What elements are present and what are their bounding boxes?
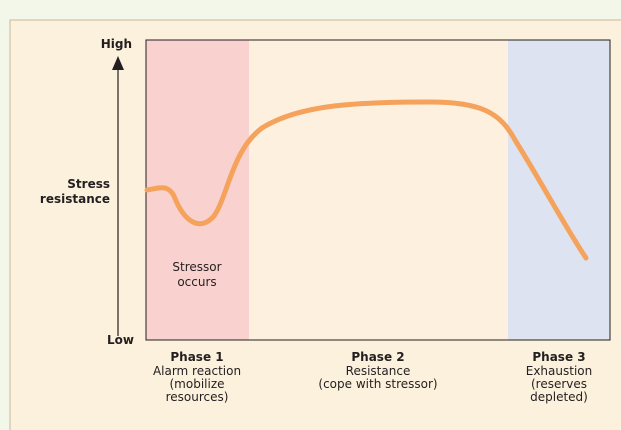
phase-description: Resistance [346,364,411,378]
phase-description: depleted) [530,390,588,404]
annotation: occurs [177,275,216,289]
axis-label: resistance [40,192,110,206]
axis-arrow [112,56,124,70]
phase-description: resources) [166,390,229,404]
phase-description: Alarm reaction [153,364,241,378]
phase-title: Phase 2 [351,350,404,364]
axis-label: Stress [67,177,110,191]
phase-description: Exhaustion [526,364,593,378]
axis-high: High [101,37,132,51]
annotation: Stressor [172,260,221,274]
stress-curve [144,99,589,261]
phase-2-band [249,40,508,340]
phase-title: Phase 1 [170,350,223,364]
phase-description: (mobilize [169,377,224,391]
phase-description: (cope with stressor) [318,377,437,391]
phase-description: (reserves [531,377,587,391]
phase-3-band [508,40,610,340]
phase-title: Phase 3 [532,350,585,364]
axis-low: Low [107,333,134,347]
